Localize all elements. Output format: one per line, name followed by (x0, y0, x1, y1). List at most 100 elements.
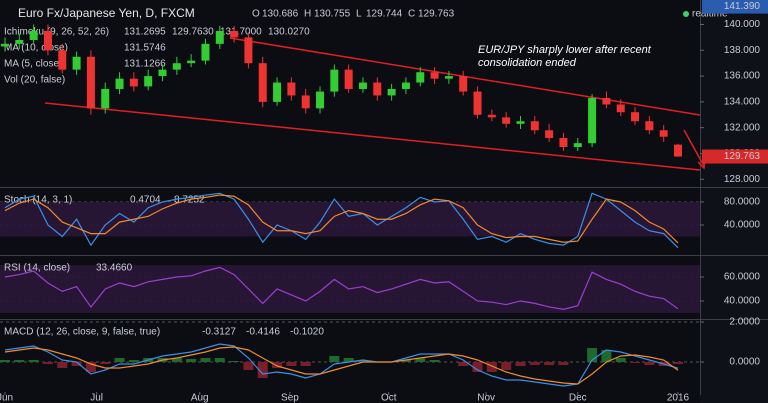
histogram-bar (200, 358, 211, 362)
x-tick-label: Oct (381, 393, 397, 403)
histogram-bar (501, 362, 512, 370)
candle-body (273, 82, 282, 102)
histogram-bar (673, 362, 683, 365)
indicator-name: RSI (14, close) (4, 263, 70, 274)
y-tick-label: 128.000 (724, 174, 761, 185)
indicator-reading: 131.2695 (124, 27, 166, 38)
histogram-bar (243, 362, 254, 370)
y-tick-label: 136.000 (724, 71, 761, 82)
y-tick-label: 40.0000 (724, 220, 761, 231)
histogram-bar (272, 362, 283, 368)
candle-body (215, 30, 224, 44)
candle-body (416, 72, 425, 83)
candle-body (545, 130, 554, 138)
candle-body (258, 63, 267, 102)
histogram-bar (28, 360, 39, 362)
y-tick-label: 140.000 (724, 19, 761, 30)
histogram-bar (458, 362, 469, 366)
histogram-bar (42, 362, 53, 364)
indicator-line (4, 343, 679, 387)
candle-body (158, 69, 167, 77)
arrow (683, 129, 705, 167)
histogram-bar (529, 362, 540, 365)
indicator-name: MA (5, close) (4, 59, 62, 70)
candle-body (244, 37, 253, 64)
indicator-name: MACD (12, 26, close, 9, false, true) (4, 327, 160, 338)
y-tick-label: 40.0000 (724, 296, 761, 307)
annotation: EUR/JPY sharply lower after recent consol… (478, 44, 652, 69)
histogram-bar (286, 362, 297, 366)
indicator-reading: -0.3127 (202, 327, 236, 338)
histogram-bar (100, 362, 111, 364)
x-tick-label: Dec (569, 393, 587, 403)
histogram-bar (214, 358, 225, 362)
histogram-bar (587, 348, 598, 362)
histogram-bar (472, 362, 483, 372)
price-axis-bg (700, 0, 768, 403)
histogram-bar (57, 362, 68, 368)
y-tick-label: 2.0000 (729, 317, 760, 328)
histogram-bar (558, 362, 569, 365)
histogram-bar (415, 358, 426, 362)
y-tick-label: 138.000 (724, 45, 761, 56)
candle-body (631, 112, 640, 122)
candle-body (373, 82, 382, 96)
indicator-reading: 33.4660 (96, 263, 133, 274)
histogram-bar (171, 358, 182, 362)
histogram-bar (114, 358, 125, 362)
candle-body (602, 98, 611, 105)
ohlc-key: C (408, 9, 415, 20)
indicator-reading: 129.7630 (172, 27, 214, 38)
candle-body (659, 130, 668, 137)
histogram-bar (601, 350, 612, 362)
ohlc-value: 129.744 (366, 9, 403, 20)
indicator-line (4, 346, 679, 385)
price-marker (702, 0, 768, 14)
candle-body (588, 98, 597, 144)
candle-body (645, 121, 654, 131)
candle-body (573, 143, 582, 148)
histogram-bar (329, 356, 340, 362)
y-tick-label: 132.000 (724, 122, 761, 133)
indicator-reading: -0.4146 (246, 327, 280, 338)
indicator-line (4, 266, 679, 310)
price-marker-label: 129.763 (724, 151, 761, 162)
histogram-bar (128, 360, 139, 362)
ohlc-key: L (356, 9, 362, 20)
histogram-bar (300, 362, 311, 366)
x-tick-label: Nov (477, 393, 495, 403)
indicator-reading: -0.1020 (290, 327, 324, 338)
indicator-reading: 131.5746 (124, 43, 166, 54)
histogram-bar (644, 362, 655, 365)
candle-body (144, 76, 153, 87)
indicator-name: Ichimoku (9, 26, 52, 26) (4, 27, 109, 38)
histogram-bar (257, 362, 268, 378)
histogram-bar (0, 360, 10, 362)
indicator-name: Vol (20, false) (4, 75, 65, 86)
candle-body (58, 50, 67, 70)
candle-body (502, 117, 511, 124)
ohlc-value: 130.755 (314, 9, 351, 20)
candle-body (616, 104, 625, 113)
y-tick-label: 0.0000 (729, 357, 760, 368)
histogram-bar (429, 360, 440, 362)
candle-body (43, 30, 52, 51)
candle-body (530, 121, 539, 131)
histogram-bar (615, 358, 626, 362)
candle-body (316, 91, 325, 109)
candle-body (473, 91, 482, 115)
candle-body (358, 82, 367, 89)
histogram-bar (14, 360, 25, 362)
candle-body (15, 39, 24, 44)
candle-body (401, 82, 410, 89)
x-tick-label: Aug (191, 393, 209, 403)
candle-body (430, 72, 439, 79)
histogram-bar (486, 362, 497, 372)
histogram-bar (515, 362, 526, 366)
status: realtime (692, 9, 728, 20)
indicator-reading: 131.1266 (124, 59, 166, 70)
indicator-name: MA (10, close) (4, 43, 68, 54)
indicator-name: Stoch (14, 3, 1) (4, 195, 72, 206)
indicator-line (4, 194, 679, 244)
